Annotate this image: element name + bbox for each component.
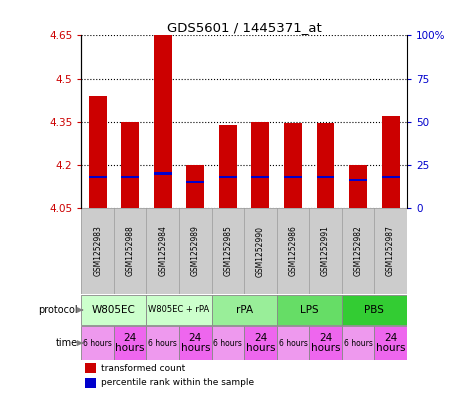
Bar (81, 295, 146, 325)
Bar (309, 327, 342, 360)
Bar (81, 327, 114, 360)
Bar (219, 176, 237, 178)
Bar (154, 172, 172, 174)
Bar (317, 123, 334, 208)
Text: protocol: protocol (39, 305, 78, 315)
Text: 6 hours: 6 hours (344, 338, 372, 347)
Text: GSM1252985: GSM1252985 (223, 226, 232, 277)
Text: LPS: LPS (300, 305, 319, 315)
Bar (85, 363, 96, 373)
Bar (186, 181, 204, 183)
Text: 6 hours: 6 hours (148, 338, 177, 347)
Bar (317, 176, 334, 178)
Text: W805EC + rPA: W805EC + rPA (148, 305, 210, 314)
Bar (284, 123, 302, 208)
Text: GSM1252990: GSM1252990 (256, 226, 265, 277)
Text: GSM1252989: GSM1252989 (191, 226, 200, 277)
Text: 24
hours: 24 hours (180, 332, 210, 353)
Text: 24
hours: 24 hours (376, 332, 405, 353)
Bar (382, 116, 399, 208)
Bar (179, 327, 212, 360)
Bar (146, 295, 212, 325)
Text: GSM1252988: GSM1252988 (126, 226, 135, 276)
Bar (342, 295, 407, 325)
Text: 6 hours: 6 hours (83, 338, 112, 347)
Text: 24
hours: 24 hours (311, 332, 340, 353)
Bar (89, 176, 106, 178)
Bar (374, 327, 407, 360)
Bar (349, 179, 367, 182)
Text: rPA: rPA (236, 305, 252, 315)
Text: PBS: PBS (365, 305, 384, 315)
Text: W805EC: W805EC (92, 305, 136, 315)
Text: GSM1252983: GSM1252983 (93, 226, 102, 277)
Text: GSM1252987: GSM1252987 (386, 226, 395, 277)
Bar (212, 295, 277, 325)
Bar (154, 35, 172, 208)
Text: GSM1252982: GSM1252982 (353, 226, 363, 276)
Text: 24
hours: 24 hours (246, 332, 275, 353)
Bar (114, 327, 146, 360)
Bar (121, 176, 139, 178)
Bar (186, 165, 204, 208)
Bar (121, 122, 139, 208)
Text: time: time (56, 338, 78, 348)
Bar (85, 378, 96, 387)
Bar (284, 176, 302, 178)
Text: 6 hours: 6 hours (213, 338, 242, 347)
Text: GSM1252991: GSM1252991 (321, 226, 330, 277)
Text: GSM1252986: GSM1252986 (288, 226, 298, 277)
Text: percentile rank within the sample: percentile rank within the sample (101, 378, 254, 387)
Bar (382, 176, 399, 178)
Bar (244, 327, 277, 360)
Text: transformed count: transformed count (101, 364, 185, 373)
Bar (277, 295, 342, 325)
Bar (252, 176, 269, 178)
Bar (252, 122, 269, 208)
Text: 24
hours: 24 hours (115, 332, 145, 353)
Bar (277, 327, 309, 360)
Bar (349, 165, 367, 208)
Bar (219, 125, 237, 208)
Text: 6 hours: 6 hours (279, 338, 307, 347)
Title: GDS5601 / 1445371_at: GDS5601 / 1445371_at (167, 21, 321, 34)
Bar (146, 327, 179, 360)
Bar (342, 327, 374, 360)
Text: GSM1252984: GSM1252984 (158, 226, 167, 277)
Bar (212, 327, 244, 360)
Bar (89, 96, 106, 208)
